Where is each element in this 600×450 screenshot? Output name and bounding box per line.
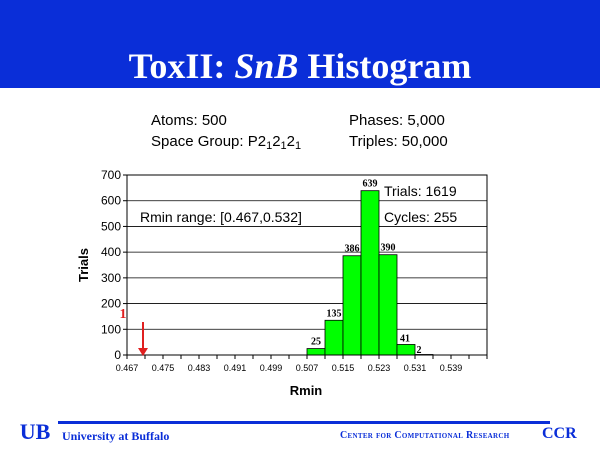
data-label: 390 [381, 243, 396, 254]
y-tick-label: 500 [101, 219, 121, 233]
y-tick-label: 300 [101, 271, 121, 285]
data-labels: 1 25 135 386 639 390 41 2 [120, 179, 422, 356]
data-label: 1 [120, 307, 127, 322]
x-tick-label: 0.483 [188, 363, 211, 373]
footer-university: University at Buffalo [62, 429, 170, 443]
space-group-sub: 1 [295, 140, 302, 152]
atoms-label: Atoms: 500 [151, 112, 227, 129]
title-rest-text: Histogram [298, 46, 472, 86]
triples-label: Triples: 50,000 [349, 133, 448, 150]
title-text: ToxII: [128, 46, 235, 86]
data-label: 2 [417, 345, 422, 356]
title-italic-text: SnB [234, 46, 299, 86]
svg-text:UB: UB [20, 419, 51, 444]
title-banner [0, 0, 600, 88]
bar [396, 344, 416, 356]
y-tick-label: 0 [114, 348, 121, 362]
trials-annotation: Trials: 1619 [384, 183, 457, 199]
bar [360, 190, 380, 356]
space-group-sub: 1 [266, 140, 273, 152]
space-group-mid: 2 [272, 133, 281, 150]
x-tick-label: 0.499 [260, 363, 283, 373]
bar [378, 254, 398, 356]
y-ticks: 0 100 200 300 400 500 600 700 [101, 168, 127, 362]
x-tick-label: 0.523 [368, 363, 391, 373]
x-tick-label: 0.507 [296, 363, 319, 373]
footer-center: Center for Computational Research [340, 430, 510, 441]
slide-title: ToxII: SnB Histogram [0, 44, 600, 88]
bar [324, 319, 344, 356]
arrow-annotation [138, 322, 148, 356]
x-axis-label: Rmin [290, 383, 323, 398]
x-tick-label: 0.539 [440, 363, 463, 373]
arrow-head [138, 348, 148, 356]
x-tick-label: 0.475 [152, 363, 175, 373]
data-label: 135 [327, 308, 342, 319]
footer-rule [40, 421, 550, 424]
cycles-annotation: Cycles: 255 [384, 209, 457, 225]
footer-ccr: CCR [542, 425, 577, 442]
y-tick-label: 200 [101, 297, 121, 311]
x-ticks: 0.467 0.475 0.483 0.491 0.499 0.507 0.515 0.523… [116, 355, 488, 373]
data-label: 25 [311, 337, 321, 348]
data-label: 386 [345, 244, 360, 255]
space-group-label: Space Group: P212121 [151, 132, 301, 152]
axes-group [126, 174, 488, 356]
x-tick-label: 0.467 [116, 363, 139, 373]
x-tick-label: 0.515 [332, 363, 355, 373]
bar [306, 348, 326, 356]
x-tick-label: 0.531 [404, 363, 427, 373]
bar [342, 255, 362, 356]
y-tick-label: 100 [101, 322, 121, 336]
space-group-sub: 1 [280, 140, 287, 152]
phases-label: Phases: 5,000 [349, 112, 445, 129]
x-tick-label: 0.491 [224, 363, 247, 373]
space-group-mid: 2 [286, 133, 296, 150]
space-group-prefix: Space Group: P2 [151, 133, 267, 150]
plot-frame [126, 174, 488, 356]
y-axis-label: Trials [76, 248, 91, 282]
data-label: 41 [400, 333, 410, 344]
rmin-range-annotation: Rmin range: [0.467,0.532] [140, 209, 302, 225]
y-tick-label: 600 [101, 194, 121, 208]
data-label: 639 [363, 179, 378, 190]
y-tick-label: 400 [101, 245, 121, 259]
y-tick-label: 700 [101, 168, 121, 182]
ub-logo-icon: UB [12, 419, 58, 444]
